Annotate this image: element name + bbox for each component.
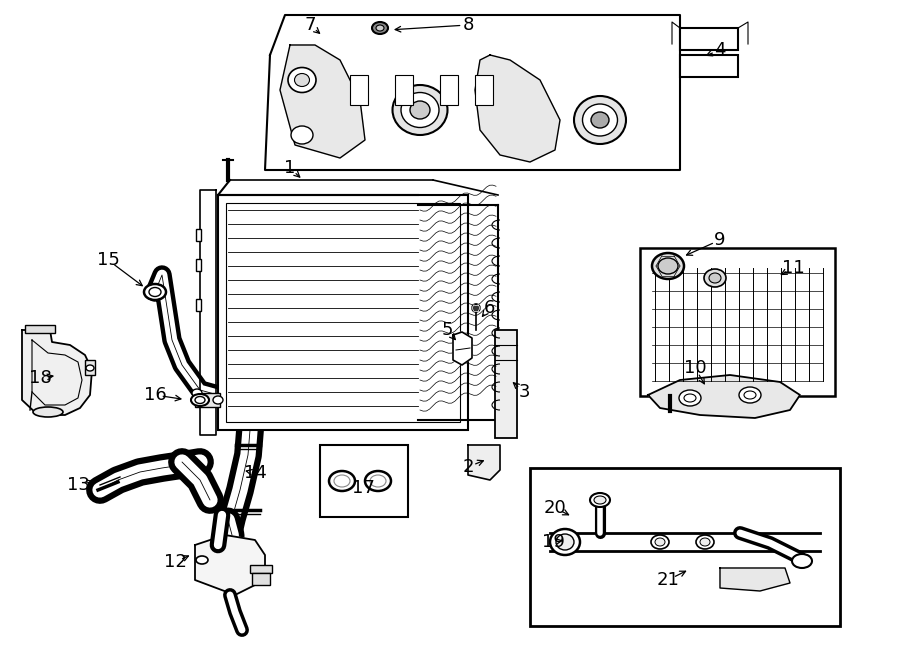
Text: 16: 16: [144, 386, 166, 404]
Ellipse shape: [574, 96, 626, 144]
Text: 1: 1: [284, 159, 296, 177]
Bar: [395, 75, 413, 105]
Text: 5: 5: [441, 321, 453, 339]
Bar: [196, 229, 201, 241]
Ellipse shape: [192, 389, 202, 397]
Bar: [226, 203, 460, 422]
Ellipse shape: [472, 304, 480, 312]
Ellipse shape: [392, 85, 447, 135]
Text: 2: 2: [463, 458, 473, 476]
Ellipse shape: [288, 67, 316, 93]
Ellipse shape: [556, 534, 574, 550]
Ellipse shape: [149, 288, 161, 297]
Polygon shape: [22, 330, 92, 415]
Ellipse shape: [376, 25, 384, 31]
Ellipse shape: [410, 101, 430, 119]
Bar: [195, 393, 220, 407]
Polygon shape: [453, 332, 472, 365]
Bar: [495, 330, 517, 438]
Polygon shape: [280, 45, 365, 158]
Ellipse shape: [696, 535, 714, 549]
Text: 12: 12: [164, 553, 186, 571]
Ellipse shape: [334, 475, 350, 487]
Bar: [218, 195, 468, 430]
Ellipse shape: [709, 273, 721, 283]
Text: 4: 4: [715, 41, 725, 59]
Ellipse shape: [191, 394, 209, 406]
Polygon shape: [475, 55, 560, 162]
Bar: [320, 445, 408, 517]
Ellipse shape: [582, 104, 617, 136]
Bar: [85, 360, 95, 375]
Ellipse shape: [591, 112, 609, 128]
Ellipse shape: [651, 535, 669, 549]
Ellipse shape: [594, 496, 606, 504]
Bar: [680, 28, 738, 50]
Ellipse shape: [144, 284, 166, 300]
Ellipse shape: [33, 407, 63, 417]
Bar: [196, 299, 201, 311]
Bar: [196, 259, 201, 271]
Bar: [680, 55, 738, 77]
Ellipse shape: [329, 471, 355, 491]
Bar: [350, 75, 368, 105]
Ellipse shape: [704, 269, 726, 287]
Ellipse shape: [365, 471, 391, 491]
Ellipse shape: [294, 73, 310, 87]
Ellipse shape: [655, 538, 665, 546]
Polygon shape: [648, 375, 800, 418]
Bar: [250, 565, 272, 573]
Text: 8: 8: [463, 16, 473, 34]
Ellipse shape: [590, 493, 610, 507]
Polygon shape: [720, 568, 790, 591]
Text: 17: 17: [352, 479, 374, 497]
Ellipse shape: [679, 390, 701, 406]
Polygon shape: [468, 445, 500, 480]
Text: 6: 6: [483, 299, 495, 317]
Ellipse shape: [401, 93, 439, 128]
Ellipse shape: [652, 253, 684, 279]
Text: 7: 7: [304, 16, 316, 34]
Text: 10: 10: [684, 359, 706, 377]
Text: 15: 15: [96, 251, 120, 269]
Text: 19: 19: [542, 533, 564, 551]
Text: 9: 9: [715, 231, 725, 249]
Ellipse shape: [792, 554, 812, 568]
Bar: [25, 325, 55, 333]
Text: 21: 21: [657, 571, 680, 589]
Text: 14: 14: [244, 464, 266, 482]
Bar: [252, 573, 270, 585]
Text: 20: 20: [544, 499, 566, 517]
Text: 13: 13: [67, 476, 89, 494]
Bar: [440, 75, 458, 105]
Ellipse shape: [195, 397, 205, 403]
Ellipse shape: [744, 391, 756, 399]
Ellipse shape: [684, 394, 696, 402]
Ellipse shape: [372, 22, 388, 34]
Text: 11: 11: [781, 259, 805, 277]
Bar: [640, 248, 835, 396]
Polygon shape: [265, 15, 680, 170]
Text: 3: 3: [518, 383, 530, 401]
Polygon shape: [195, 535, 265, 595]
Ellipse shape: [700, 538, 710, 546]
Ellipse shape: [196, 556, 208, 564]
Ellipse shape: [213, 396, 223, 404]
Ellipse shape: [739, 387, 761, 403]
Ellipse shape: [86, 365, 94, 371]
Ellipse shape: [658, 258, 678, 274]
Bar: [530, 468, 840, 626]
Ellipse shape: [550, 529, 580, 555]
Text: 18: 18: [29, 369, 51, 387]
Bar: [475, 75, 493, 105]
Ellipse shape: [370, 475, 386, 487]
Ellipse shape: [291, 126, 313, 144]
